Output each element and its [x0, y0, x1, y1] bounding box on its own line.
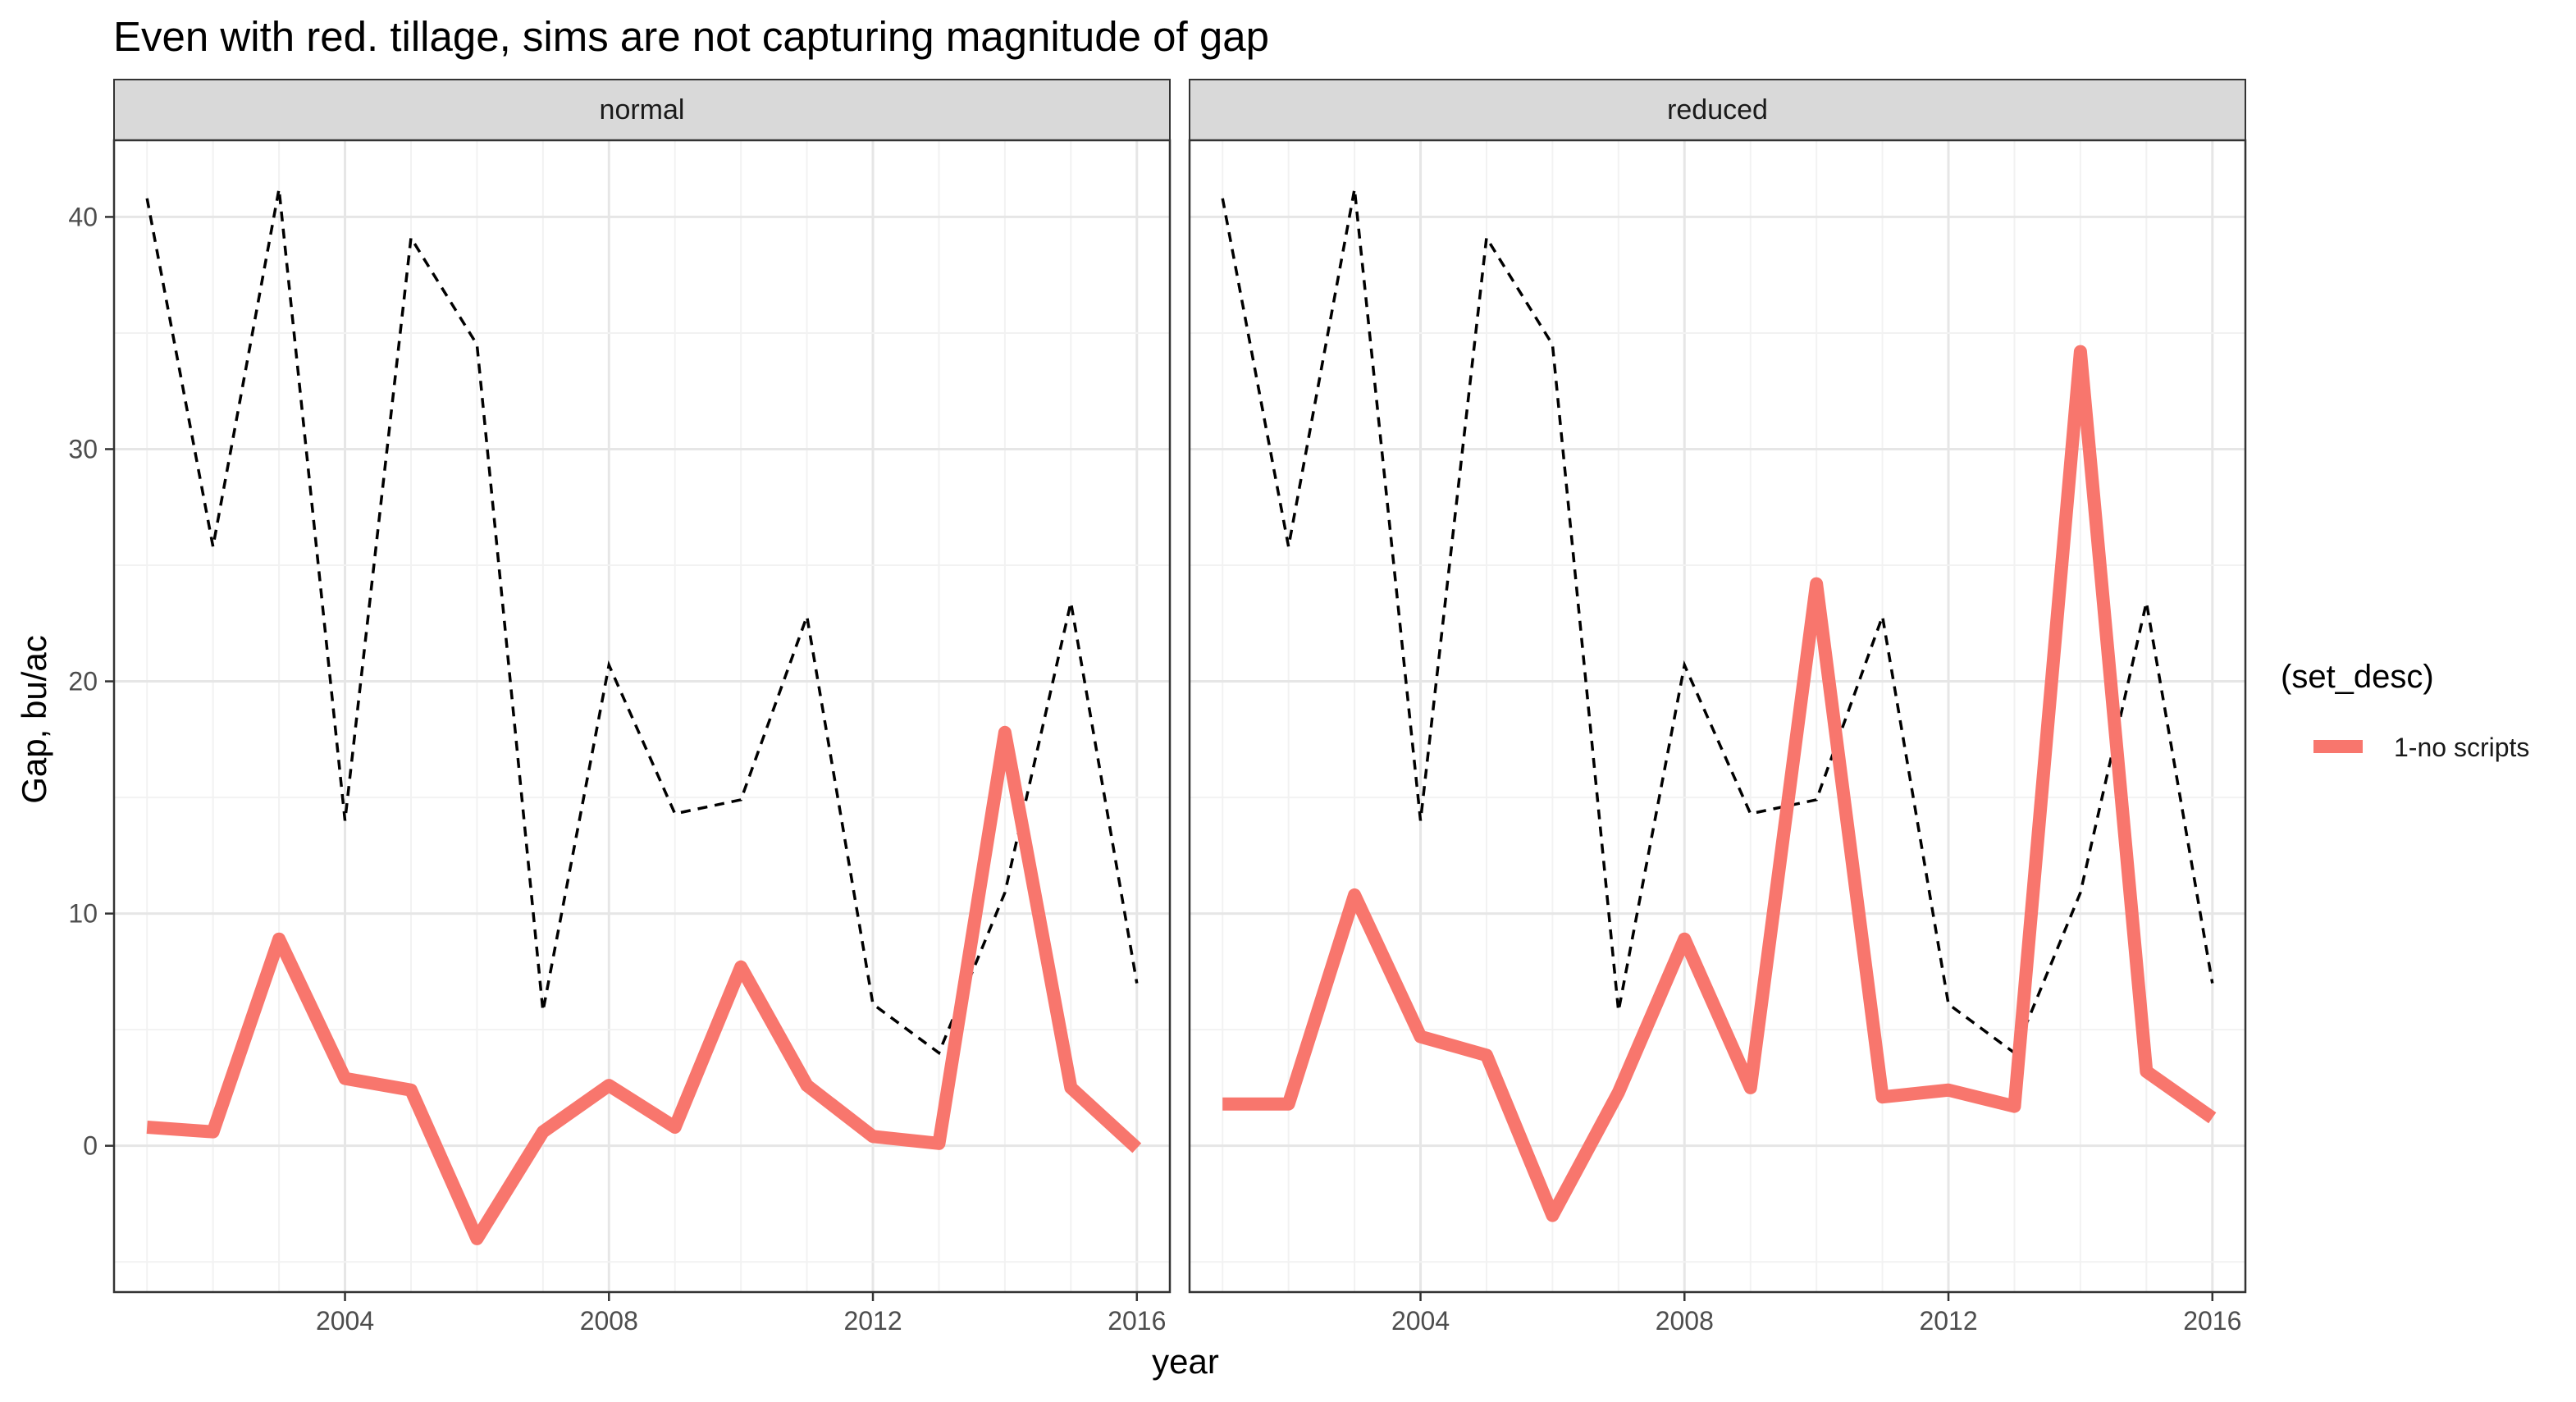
y-tick-label: 30	[68, 434, 98, 464]
legend: (set_desc) 1-no scripts	[2281, 659, 2529, 762]
legend-title: (set_desc)	[2281, 659, 2434, 695]
panel-border	[112, 139, 1172, 1294]
series-line-1-no-scripts	[1222, 345, 2217, 1222]
panel-normal: normal 2004 2008 2012 2016 0 10 20 30 40	[68, 79, 1172, 1336]
x-tick-label: 2004	[316, 1306, 374, 1336]
x-tick-label: 2008	[1656, 1306, 1714, 1336]
x-tick-label: 2016	[1108, 1306, 1166, 1336]
panel-strip	[113, 79, 1171, 141]
y-tick-label: 0	[83, 1131, 98, 1161]
legend-label-1-no-scripts: 1-no scripts	[2394, 733, 2529, 762]
x-tick-label: 2016	[2183, 1306, 2241, 1336]
panel-border	[1188, 139, 2247, 1294]
x-tick-label: 2004	[1391, 1306, 1450, 1336]
panel-strip	[1189, 79, 2246, 141]
y-tick-label: 10	[68, 899, 98, 929]
panel-strip-label: normal	[600, 94, 685, 126]
series-line-1-no-scripts	[146, 725, 1142, 1245]
x-tick-label: 2012	[1919, 1306, 1977, 1336]
y-axis-label: Gap, bu/ac	[15, 635, 53, 803]
y-tick-label: 40	[68, 202, 98, 231]
x-tick-label: 2008	[580, 1306, 638, 1336]
y-tick-label: 20	[68, 667, 98, 696]
x-tick-label: 2012	[843, 1306, 902, 1336]
x-axis-label: year	[1152, 1342, 1219, 1381]
reference-line-dashed	[1221, 189, 2214, 1056]
panel-reduced: reduced 2004 2008 2012 2016	[1188, 79, 2247, 1336]
gridlines	[114, 140, 1170, 1292]
panel-strip-label: reduced	[1667, 94, 1768, 126]
chart-title: Even with red. tillage, sims are not cap…	[113, 13, 1269, 60]
